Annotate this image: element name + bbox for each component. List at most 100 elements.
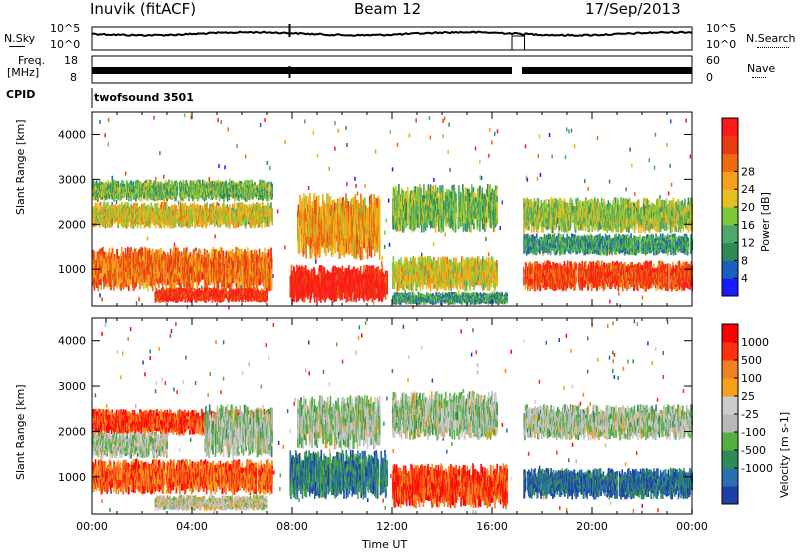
power-scatter-cell bbox=[571, 129, 573, 133]
power-data-cell bbox=[135, 282, 137, 287]
power-data-cell bbox=[206, 202, 208, 206]
power-data-cell bbox=[94, 223, 96, 227]
power-scatter-cell bbox=[430, 135, 432, 139]
power-data-cell bbox=[123, 224, 125, 227]
power-scatter-cell bbox=[481, 176, 483, 180]
power-scatter-cell bbox=[491, 140, 493, 144]
power-data-cell bbox=[100, 248, 102, 254]
power-data-cell bbox=[175, 219, 177, 224]
power-scatter-cell bbox=[384, 231, 386, 235]
power-scatter-cell bbox=[587, 187, 589, 191]
power-scatter-cell bbox=[328, 167, 330, 171]
power-scatter-cell bbox=[494, 132, 496, 136]
power-data-cell bbox=[116, 249, 118, 259]
power-data-cell bbox=[245, 221, 247, 226]
power-data-cell bbox=[243, 203, 245, 207]
power-scatter-cell bbox=[489, 128, 491, 132]
power-scatter-cell bbox=[101, 297, 103, 301]
power-scatter-cell bbox=[382, 256, 384, 260]
power-scatter-cell bbox=[236, 144, 238, 148]
power-scatter-cell bbox=[228, 127, 230, 131]
power-scatter-cell bbox=[449, 168, 451, 172]
power-data-cell bbox=[190, 203, 192, 207]
power-data-cell bbox=[150, 223, 152, 228]
power-scatter-cell bbox=[155, 177, 157, 181]
power-data-cell bbox=[139, 283, 141, 290]
freq-band-2 bbox=[522, 67, 692, 74]
power-scatter-cell bbox=[159, 151, 161, 155]
power-data-cell bbox=[100, 273, 102, 279]
power-scatter-cell bbox=[224, 165, 226, 169]
nsearch-gap-marker bbox=[512, 36, 525, 50]
power-scatter-cell bbox=[190, 116, 192, 120]
power-scatter-cell bbox=[574, 144, 576, 148]
power-data-cell bbox=[94, 251, 96, 258]
power-scatter-cell bbox=[433, 242, 435, 246]
power-scatter-cell bbox=[485, 237, 487, 241]
power-data-cell bbox=[264, 223, 266, 227]
power-scatter-cell bbox=[136, 301, 138, 305]
power-data-cell bbox=[232, 204, 234, 208]
power-scatter-cell bbox=[381, 261, 383, 265]
plot-canvas: 1000200030004000481216202428100020003000… bbox=[0, 0, 800, 554]
power-scatter-cell bbox=[409, 133, 411, 137]
power-data-cell bbox=[166, 203, 168, 207]
power-data-cell bbox=[107, 202, 109, 206]
power-data-cell bbox=[213, 202, 215, 206]
power-scatter-cell bbox=[685, 119, 687, 123]
power-scatter-cell bbox=[373, 301, 375, 305]
power-data-cell bbox=[203, 220, 205, 226]
power-scatter-cell bbox=[444, 117, 446, 121]
power-data-cell bbox=[271, 215, 273, 218]
power-data-cell bbox=[182, 203, 184, 209]
power-data-cell bbox=[271, 212, 273, 215]
power-scatter-cell bbox=[609, 180, 611, 184]
power-scatter-cell bbox=[634, 192, 636, 196]
power-data-cell bbox=[175, 223, 177, 228]
power-scatter-cell bbox=[525, 144, 527, 148]
power-data-cell bbox=[97, 203, 99, 207]
power-scatter-cell bbox=[304, 119, 306, 123]
power-scatter-cell bbox=[357, 191, 359, 195]
power-data-cell bbox=[121, 247, 123, 255]
nsky-trace bbox=[92, 32, 692, 36]
power-data-cell bbox=[126, 225, 128, 229]
power-scatter-cell bbox=[496, 186, 498, 190]
power-scatter-cell bbox=[384, 245, 386, 249]
power-scatter-cell bbox=[108, 118, 110, 122]
power-scatter-cell bbox=[655, 133, 657, 137]
power-scatter-cell bbox=[668, 191, 670, 195]
freq-band-1 bbox=[92, 67, 512, 74]
power-data-cell bbox=[128, 285, 130, 291]
power-scatter-cell bbox=[442, 119, 444, 123]
power-data-cell bbox=[197, 204, 199, 208]
power-scatter-cell bbox=[488, 252, 490, 256]
power-scatter-cell bbox=[690, 154, 692, 158]
power-scatter-cell bbox=[229, 178, 231, 182]
power-scatter-cell bbox=[178, 201, 180, 205]
power-scatter-cell bbox=[666, 143, 668, 147]
power-data-cell bbox=[150, 281, 152, 286]
power-scatter-cell bbox=[345, 126, 347, 130]
power-data-cell bbox=[216, 202, 218, 206]
power-scatter-cell bbox=[284, 140, 286, 144]
power-scatter-cell bbox=[334, 121, 336, 125]
power-scatter-cell bbox=[444, 233, 446, 237]
power-scatter-cell bbox=[153, 116, 155, 120]
power-scatter-cell bbox=[671, 183, 673, 187]
power-data-cell bbox=[194, 202, 196, 206]
power-scatter-cell bbox=[497, 129, 499, 133]
power-data-cell bbox=[100, 279, 102, 285]
power-scatter-cell bbox=[375, 150, 377, 154]
power-data-cell bbox=[125, 202, 127, 206]
power-scatter-cell bbox=[584, 179, 586, 183]
power-data-cell bbox=[136, 203, 138, 206]
power-scatter-cell bbox=[214, 234, 216, 238]
power-scatter-cell bbox=[315, 260, 317, 264]
power-scatter-cell bbox=[108, 142, 110, 146]
nsky-panel-frame bbox=[92, 27, 692, 50]
power-scatter-cell bbox=[389, 243, 391, 247]
power-scatter-cell bbox=[174, 243, 176, 247]
power-scatter-cell bbox=[245, 155, 247, 159]
power-scatter-cell bbox=[448, 123, 450, 127]
